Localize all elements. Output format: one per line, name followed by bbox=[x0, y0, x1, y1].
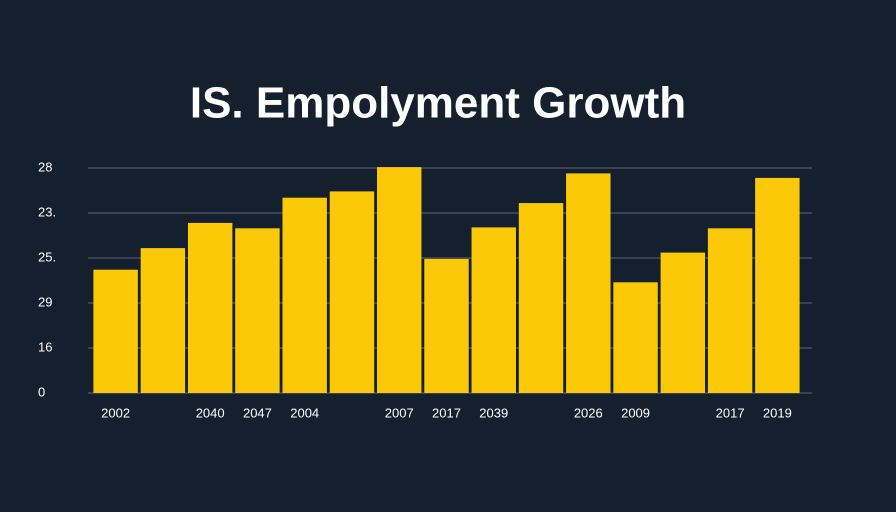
y-tick-label: 25. bbox=[38, 249, 56, 264]
bar bbox=[235, 228, 280, 393]
x-tick-label: 2039 bbox=[479, 405, 508, 420]
y-tick-label: 16 bbox=[38, 339, 52, 354]
bar bbox=[424, 258, 469, 393]
bar bbox=[660, 252, 706, 393]
bar bbox=[518, 203, 564, 393]
x-tick-label: 2026 bbox=[574, 405, 603, 420]
x-tick-label: 2017 bbox=[432, 405, 461, 420]
x-tick-label: 2004 bbox=[290, 405, 319, 420]
bar bbox=[377, 167, 422, 393]
x-tick-label: 2047 bbox=[243, 405, 272, 420]
bar bbox=[187, 222, 233, 393]
y-tick-label: 29 bbox=[38, 294, 52, 309]
bar bbox=[93, 269, 138, 393]
bar bbox=[566, 173, 611, 393]
bar bbox=[140, 248, 186, 393]
x-tick-label: 2009 bbox=[621, 405, 650, 420]
chart-title: IS. Empolyment Growth bbox=[190, 79, 686, 128]
bar bbox=[329, 191, 375, 393]
bar bbox=[707, 228, 753, 393]
x-tick-label: 2019 bbox=[763, 405, 792, 420]
x-tick-label: 2002 bbox=[101, 405, 130, 420]
bar bbox=[282, 197, 327, 393]
x-tick-label: 2040 bbox=[196, 405, 225, 420]
bar bbox=[471, 227, 516, 393]
x-tick-label: 2007 bbox=[385, 405, 414, 420]
bar bbox=[613, 282, 658, 393]
y-tick-label: 0 bbox=[38, 384, 45, 399]
y-tick-label: 23. bbox=[38, 204, 56, 219]
y-tick-label: 28 bbox=[38, 159, 52, 174]
x-tick-label: 2017 bbox=[716, 405, 745, 420]
bar bbox=[755, 177, 800, 393]
